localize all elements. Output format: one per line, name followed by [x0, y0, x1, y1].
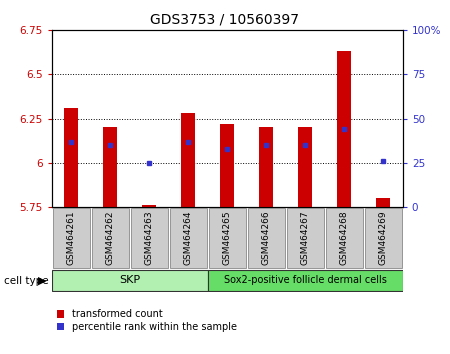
Text: GSM464264: GSM464264 — [184, 211, 193, 265]
Bar — [259, 127, 273, 207]
Bar — [208, 208, 246, 268]
Bar — [104, 127, 117, 207]
Text: Sox2-positive follicle dermal cells: Sox2-positive follicle dermal cells — [224, 275, 387, 285]
Text: GSM464266: GSM464266 — [262, 211, 271, 266]
Bar — [338, 51, 351, 207]
Bar — [170, 208, 207, 268]
Bar — [64, 108, 78, 207]
Text: GSM464263: GSM464263 — [145, 211, 154, 266]
Bar — [181, 113, 195, 207]
Legend: transformed count, percentile rank within the sample: transformed count, percentile rank withi… — [57, 309, 237, 332]
Bar — [248, 208, 285, 268]
Text: GSM464268: GSM464268 — [340, 211, 349, 266]
Bar — [130, 208, 168, 268]
Text: GDS3753 / 10560397: GDS3753 / 10560397 — [150, 12, 300, 27]
Bar — [298, 127, 312, 207]
Text: GSM464262: GSM464262 — [106, 211, 115, 265]
Text: GSM464261: GSM464261 — [67, 211, 76, 266]
Text: GSM464269: GSM464269 — [379, 211, 388, 266]
Bar — [220, 124, 234, 207]
Text: ▶: ▶ — [38, 275, 46, 286]
Text: GSM464267: GSM464267 — [301, 211, 310, 266]
Bar — [287, 208, 324, 268]
Bar — [376, 198, 390, 207]
Bar — [91, 208, 129, 268]
Bar — [53, 208, 90, 268]
Bar — [52, 270, 208, 291]
Text: GSM464265: GSM464265 — [223, 211, 232, 266]
Text: cell type: cell type — [4, 275, 49, 286]
Bar — [142, 205, 156, 207]
Bar — [208, 270, 403, 291]
Text: SKP: SKP — [119, 275, 140, 285]
Bar — [364, 208, 402, 268]
Bar — [325, 208, 363, 268]
